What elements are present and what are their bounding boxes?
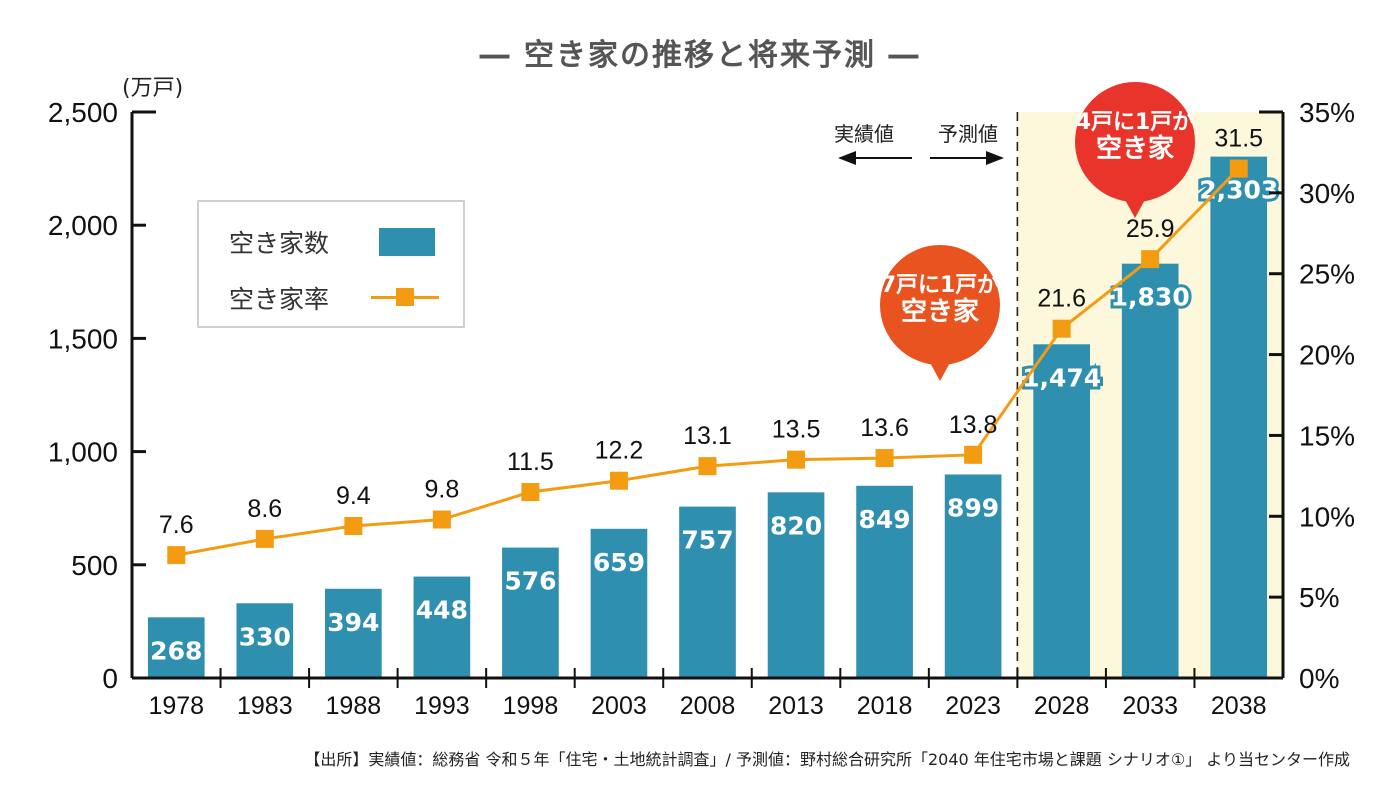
forecast-arrow-head (986, 151, 1004, 165)
rate-marker-1993 (432, 510, 451, 529)
rate-marker-2003 (609, 471, 628, 490)
bar-value-label-2028: 1,474 (1022, 363, 1101, 392)
x-axis-tick-label-2003: 2003 (591, 692, 647, 720)
rate-marker-1998 (521, 483, 540, 502)
right-axis-tick-label: 35% (1299, 97, 1355, 128)
bar-1978 (147, 617, 205, 678)
bar-value-label-2023: 899 (947, 493, 999, 522)
rate-value-label-2008: 13.1 (683, 422, 732, 450)
rate-marker-1983 (255, 529, 274, 548)
rate-marker-1988 (344, 516, 363, 535)
right-axis-tick-label: 0% (1299, 663, 1339, 694)
bar-2008 (679, 506, 736, 678)
bar-value-label-1998: 576 (504, 567, 556, 596)
left-axis-tick-label: 1,000 (48, 437, 118, 468)
rate-marker-2018 (875, 449, 894, 468)
rate-marker-2033 (1141, 250, 1160, 269)
x-axis-tick-label-2028: 2028 (1034, 692, 1090, 720)
bar-value-label-2003: 659 (593, 548, 645, 577)
rate-value-label-2023: 13.8 (949, 411, 998, 439)
rate-value-label-1978: 7.6 (159, 511, 194, 539)
legend-swatch-bar (379, 228, 435, 256)
rate-marker-2013 (787, 450, 806, 469)
annotation-bubble-7-to-1: 7戸に1戸が 空き家 (880, 245, 1000, 381)
x-axis-tick-label-2038: 2038 (1211, 692, 1267, 720)
bar-1993 (413, 576, 471, 678)
source-note: 【出所】実績値：総務省 令和５年「住宅・土地統計調査」/ 予測値：野村総合研究所… (304, 750, 1350, 769)
rate-value-label-1988: 9.4 (336, 482, 371, 510)
x-axis-tick-label-1978: 1978 (148, 692, 204, 720)
rate-marker-2028 (1052, 319, 1071, 338)
bar-2033 (1121, 263, 1179, 678)
bar-2038 (1210, 156, 1268, 678)
right-axis-tick-label: 20% (1299, 340, 1355, 371)
x-axis-tick-label-1998: 1998 (503, 692, 559, 720)
rate-value-label-2003: 12.2 (595, 437, 644, 465)
bubble-1-line-2: 空き家 (900, 297, 979, 328)
bar-2018 (856, 485, 913, 678)
bar-value-label-2038: 2,303 (1199, 176, 1278, 205)
right-axis-tick-label: 25% (1299, 259, 1355, 290)
rate-value-label-2028: 21.6 (1037, 285, 1086, 313)
x-axis-tick-label-1983: 1983 (237, 692, 293, 720)
x-axis-tick-label-2018: 2018 (857, 692, 913, 720)
x-axis-tick-label-2023: 2023 (945, 692, 1001, 720)
legend: 空き家数 空き家率 (197, 200, 465, 328)
right-axis-tick-label: 10% (1299, 501, 1355, 532)
chart-title: ― 空き家の推移と将来予測 ― (479, 38, 921, 73)
bar-value-label-2033: 1,830 (1111, 283, 1190, 312)
bar-value-label-2008: 757 (681, 526, 733, 555)
bubble-2-line-2: 空き家 (1095, 134, 1174, 165)
rate-value-label-1993: 9.8 (425, 476, 460, 504)
bar-2003 (590, 528, 648, 678)
rate-marker-2023 (964, 445, 983, 464)
bar-1983 (236, 603, 294, 678)
rate-value-label-2033: 25.9 (1126, 215, 1175, 243)
left-axis-tick-label: 0 (102, 663, 118, 694)
bubble-2-line-1: 4戸に1戸が (1075, 110, 1195, 135)
y-axis-unit-label: (万戸) (122, 76, 184, 101)
x-axis-tick-label-2033: 2033 (1122, 692, 1178, 720)
bar-2028 (1033, 344, 1090, 678)
bar-value-label-1988: 394 (327, 608, 379, 637)
rate-value-label-1998: 11.5 (507, 448, 554, 476)
actual-values-label: 実績値 (834, 122, 894, 146)
rate-marker-2038 (1229, 159, 1248, 178)
bar-value-label-1983: 330 (239, 622, 291, 651)
rate-marker-1978 (167, 546, 186, 565)
rate-value-label-1983: 8.6 (247, 495, 282, 523)
rate-value-label-2038: 31.5 (1214, 125, 1263, 153)
x-axis-tick-label-1993: 1993 (414, 692, 470, 720)
bar-2013 (767, 492, 825, 678)
left-axis-tick-label: 1,500 (48, 323, 118, 354)
legend-label-vacancy-rate: 空き家率 (229, 285, 330, 314)
bar-value-label-2013: 820 (770, 511, 822, 540)
actual-arrow-head (838, 151, 856, 165)
bar-1988 (325, 588, 382, 678)
bar-value-label-1993: 448 (416, 596, 468, 625)
legend-label-vacant-count: 空き家数 (229, 229, 330, 258)
bar-value-label-1978: 268 (150, 636, 202, 665)
annotation-bubble-4-to-1: 4戸に1戸が 空き家 (1075, 82, 1195, 218)
bar-2023 (944, 474, 1002, 678)
rate-value-label-2013: 13.5 (772, 416, 821, 444)
right-axis-tick-label: 5% (1299, 582, 1339, 613)
right-axis-tick-label: 30% (1299, 178, 1355, 209)
left-axis-tick-label: 500 (71, 550, 118, 581)
right-axis-tick-label: 15% (1299, 420, 1355, 451)
x-axis-tick-label-1988: 1988 (326, 692, 382, 720)
x-axis-tick-label-2013: 2013 (768, 692, 824, 720)
forecast-values-label: 予測値 (938, 122, 998, 146)
rate-marker-2008 (698, 457, 717, 476)
bubble-1-line-1: 7戸に1戸が (880, 273, 1000, 298)
legend-swatch-marker (396, 288, 414, 306)
bar-1998 (502, 547, 559, 678)
left-axis-tick-label: 2,000 (48, 210, 118, 241)
x-axis-tick-label-2008: 2008 (680, 692, 736, 720)
bar-value-label-2018: 849 (858, 505, 910, 534)
rate-value-label-2018: 13.6 (860, 414, 909, 442)
left-axis-tick-label: 2,500 (48, 97, 118, 128)
